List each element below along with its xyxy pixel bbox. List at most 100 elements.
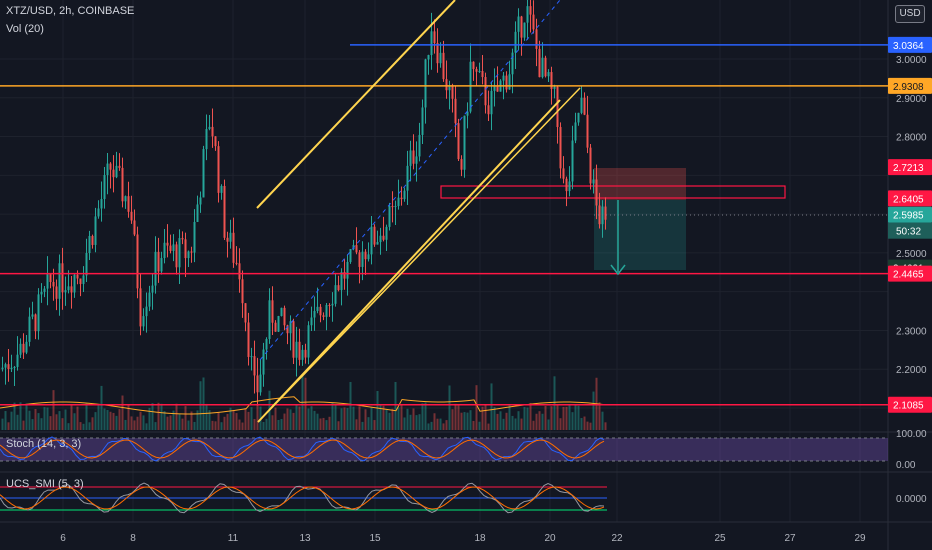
volume-bar [175, 403, 178, 430]
candle-body [394, 206, 397, 208]
candle-body [106, 163, 109, 176]
candle-body [190, 251, 193, 253]
target-arrow-head [610, 264, 626, 276]
volume-bar [28, 410, 31, 430]
y-tick-label: 3.0000 [896, 55, 927, 66]
volume-bar [43, 407, 46, 430]
volume-bar [202, 377, 205, 430]
candle-body [49, 274, 52, 283]
candle-body [115, 165, 118, 178]
volume-bar [598, 402, 601, 430]
volume-bar [199, 381, 202, 430]
candle-body [67, 286, 70, 291]
volume-bar [463, 412, 466, 430]
volume-bar [523, 407, 526, 430]
candle-body [469, 61, 472, 112]
volume-bar [391, 408, 394, 430]
candle-body [271, 300, 274, 323]
candle-body [529, 6, 532, 15]
volume-bar [40, 418, 43, 430]
volume-bar [319, 418, 322, 430]
x-tick-label: 27 [784, 533, 796, 544]
candle-body [484, 77, 487, 106]
volume-bar [328, 416, 331, 430]
candle-body [211, 126, 214, 137]
volume-bar [277, 419, 280, 430]
volume-bar [511, 415, 514, 430]
candle-body [166, 242, 169, 246]
volume-bar [418, 414, 421, 430]
stoch-k-line [0, 436, 605, 462]
volume-bar [292, 412, 295, 430]
stop-loss-zone [594, 168, 686, 200]
currency-button[interactable]: USD [895, 5, 925, 23]
volume-bar [448, 385, 451, 430]
candle-body [22, 343, 25, 353]
volume-bar [229, 407, 232, 430]
volume-bar [73, 413, 76, 430]
smi-line [0, 482, 605, 514]
volume-bar [76, 406, 79, 430]
stoch-d-line [0, 439, 605, 459]
candle-body [604, 206, 607, 220]
candle-body [169, 245, 172, 251]
volume-bar [295, 404, 298, 430]
volume-bar [493, 407, 496, 430]
candle-body [376, 242, 379, 245]
x-tick-label: 22 [611, 533, 623, 544]
candle-body [262, 349, 265, 375]
volume-bar [136, 416, 139, 430]
y-tick-label: 2.2000 [896, 365, 927, 376]
volume-bar [79, 422, 82, 430]
volume-bar [424, 402, 427, 430]
candle-body [325, 305, 328, 317]
volume-bar [70, 405, 73, 430]
volume-bar [499, 411, 502, 430]
candle-body [451, 86, 454, 99]
candle-body [475, 69, 478, 72]
candle-body [244, 303, 247, 323]
volume-bar [64, 409, 67, 430]
volume-bar [67, 423, 70, 430]
price-tag [888, 159, 932, 176]
candle-body [226, 237, 229, 242]
price-tag [888, 36, 932, 53]
stoch-tick-label: 100.00 [896, 429, 927, 440]
volume-bar [163, 411, 166, 430]
volume-bar [412, 408, 415, 430]
candle-body [196, 204, 199, 222]
candle-body [10, 367, 13, 369]
volume-bar [13, 402, 16, 430]
volume-bar [244, 408, 247, 430]
volume-bar [442, 423, 445, 430]
candle-body [121, 167, 124, 202]
candle-body [460, 159, 463, 170]
volume-bar [343, 407, 346, 430]
candle-body [508, 74, 511, 90]
volume-bar [505, 412, 508, 430]
candle-body [223, 185, 226, 238]
volume-bar [490, 383, 493, 430]
candle-body [124, 196, 127, 202]
candle-body [379, 235, 382, 243]
candle-body [82, 275, 85, 284]
candle-body [277, 316, 280, 332]
x-tick-label: 25 [714, 533, 726, 544]
volume-bar [262, 421, 265, 430]
smi-signal-line [0, 486, 605, 510]
candle-body [382, 235, 385, 240]
volume-bar [373, 420, 376, 430]
candle-body [355, 245, 358, 253]
volume-bar [604, 422, 607, 430]
volume-bar [475, 385, 478, 430]
candle-body [442, 52, 445, 80]
x-tick-label: 18 [474, 533, 486, 544]
volume-bar [4, 411, 7, 430]
candle-body [322, 315, 325, 317]
candle-body [304, 349, 307, 358]
volume-bar [544, 405, 547, 430]
volume-bar [565, 406, 568, 430]
candle-body [547, 72, 550, 77]
candle-body [340, 272, 343, 291]
